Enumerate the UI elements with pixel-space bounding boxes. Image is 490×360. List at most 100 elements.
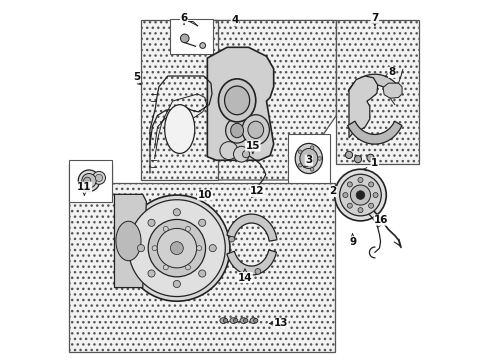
Ellipse shape bbox=[231, 123, 244, 138]
Ellipse shape bbox=[340, 174, 381, 216]
Text: 3: 3 bbox=[305, 155, 313, 165]
Ellipse shape bbox=[173, 209, 180, 216]
Ellipse shape bbox=[244, 319, 248, 323]
Ellipse shape bbox=[224, 86, 250, 115]
Ellipse shape bbox=[78, 170, 100, 192]
Ellipse shape bbox=[347, 182, 352, 187]
Ellipse shape bbox=[300, 148, 318, 168]
Ellipse shape bbox=[243, 150, 250, 158]
Text: 4: 4 bbox=[231, 15, 239, 26]
Ellipse shape bbox=[240, 318, 247, 323]
Ellipse shape bbox=[148, 220, 205, 277]
Ellipse shape bbox=[298, 163, 302, 167]
Ellipse shape bbox=[310, 146, 314, 149]
Bar bbox=[288, 134, 330, 183]
Ellipse shape bbox=[229, 236, 235, 242]
Ellipse shape bbox=[180, 34, 189, 42]
Ellipse shape bbox=[148, 270, 155, 277]
Ellipse shape bbox=[368, 182, 374, 187]
Ellipse shape bbox=[255, 269, 261, 274]
Ellipse shape bbox=[335, 169, 386, 221]
Ellipse shape bbox=[82, 174, 96, 188]
Ellipse shape bbox=[220, 80, 254, 121]
Ellipse shape bbox=[220, 141, 238, 159]
Text: 6: 6 bbox=[180, 13, 188, 23]
Ellipse shape bbox=[358, 177, 363, 183]
Ellipse shape bbox=[137, 244, 145, 252]
Ellipse shape bbox=[295, 143, 322, 174]
Text: 2: 2 bbox=[329, 186, 337, 197]
Text: 12: 12 bbox=[250, 186, 265, 197]
Text: 11: 11 bbox=[77, 182, 92, 192]
Ellipse shape bbox=[350, 185, 370, 205]
Ellipse shape bbox=[200, 42, 205, 48]
Ellipse shape bbox=[198, 219, 206, 226]
Ellipse shape bbox=[318, 157, 321, 160]
Ellipse shape bbox=[310, 168, 314, 171]
Ellipse shape bbox=[124, 195, 230, 301]
Ellipse shape bbox=[148, 219, 155, 226]
Ellipse shape bbox=[165, 105, 195, 153]
Ellipse shape bbox=[347, 203, 352, 208]
Ellipse shape bbox=[345, 151, 353, 158]
Ellipse shape bbox=[152, 246, 157, 251]
Text: 13: 13 bbox=[273, 319, 288, 328]
Ellipse shape bbox=[230, 318, 237, 323]
Polygon shape bbox=[227, 250, 276, 275]
Ellipse shape bbox=[96, 174, 102, 181]
Ellipse shape bbox=[234, 319, 238, 323]
Ellipse shape bbox=[173, 280, 180, 288]
Ellipse shape bbox=[250, 318, 257, 323]
Ellipse shape bbox=[358, 208, 363, 213]
Ellipse shape bbox=[93, 171, 105, 184]
Ellipse shape bbox=[186, 265, 191, 270]
Ellipse shape bbox=[157, 228, 196, 268]
Ellipse shape bbox=[220, 318, 227, 323]
Ellipse shape bbox=[84, 177, 91, 184]
Ellipse shape bbox=[198, 270, 206, 277]
Text: 14: 14 bbox=[238, 273, 252, 283]
Ellipse shape bbox=[254, 319, 258, 323]
Polygon shape bbox=[115, 194, 147, 288]
Ellipse shape bbox=[163, 265, 168, 270]
Ellipse shape bbox=[298, 150, 302, 153]
Ellipse shape bbox=[186, 226, 191, 231]
Ellipse shape bbox=[373, 193, 378, 198]
Text: 9: 9 bbox=[349, 237, 356, 247]
Ellipse shape bbox=[367, 154, 374, 161]
Ellipse shape bbox=[196, 246, 201, 251]
Bar bbox=[69, 160, 112, 202]
Text: 5: 5 bbox=[133, 72, 140, 82]
Polygon shape bbox=[349, 76, 378, 138]
Ellipse shape bbox=[354, 156, 362, 163]
Ellipse shape bbox=[163, 226, 168, 231]
Polygon shape bbox=[383, 83, 402, 98]
Polygon shape bbox=[227, 214, 277, 241]
Text: 10: 10 bbox=[197, 190, 212, 200]
Ellipse shape bbox=[343, 193, 348, 198]
Text: 1: 1 bbox=[371, 158, 378, 168]
Ellipse shape bbox=[242, 115, 270, 145]
Ellipse shape bbox=[171, 242, 183, 255]
Ellipse shape bbox=[116, 221, 141, 261]
Ellipse shape bbox=[356, 191, 365, 199]
Bar bbox=[141, 21, 218, 180]
Text: 7: 7 bbox=[371, 13, 378, 23]
Text: 15: 15 bbox=[245, 141, 260, 151]
Ellipse shape bbox=[234, 146, 249, 162]
Ellipse shape bbox=[219, 79, 256, 122]
Ellipse shape bbox=[368, 203, 374, 208]
Polygon shape bbox=[69, 164, 335, 352]
Ellipse shape bbox=[128, 200, 225, 297]
Ellipse shape bbox=[209, 244, 216, 252]
Polygon shape bbox=[348, 74, 401, 96]
Polygon shape bbox=[348, 121, 402, 144]
Text: 8: 8 bbox=[389, 67, 395, 77]
Ellipse shape bbox=[225, 87, 248, 114]
Bar bbox=[171, 19, 214, 54]
Ellipse shape bbox=[223, 319, 228, 323]
Polygon shape bbox=[207, 47, 274, 160]
Ellipse shape bbox=[305, 155, 313, 162]
Text: 16: 16 bbox=[374, 215, 389, 225]
Ellipse shape bbox=[248, 121, 264, 138]
